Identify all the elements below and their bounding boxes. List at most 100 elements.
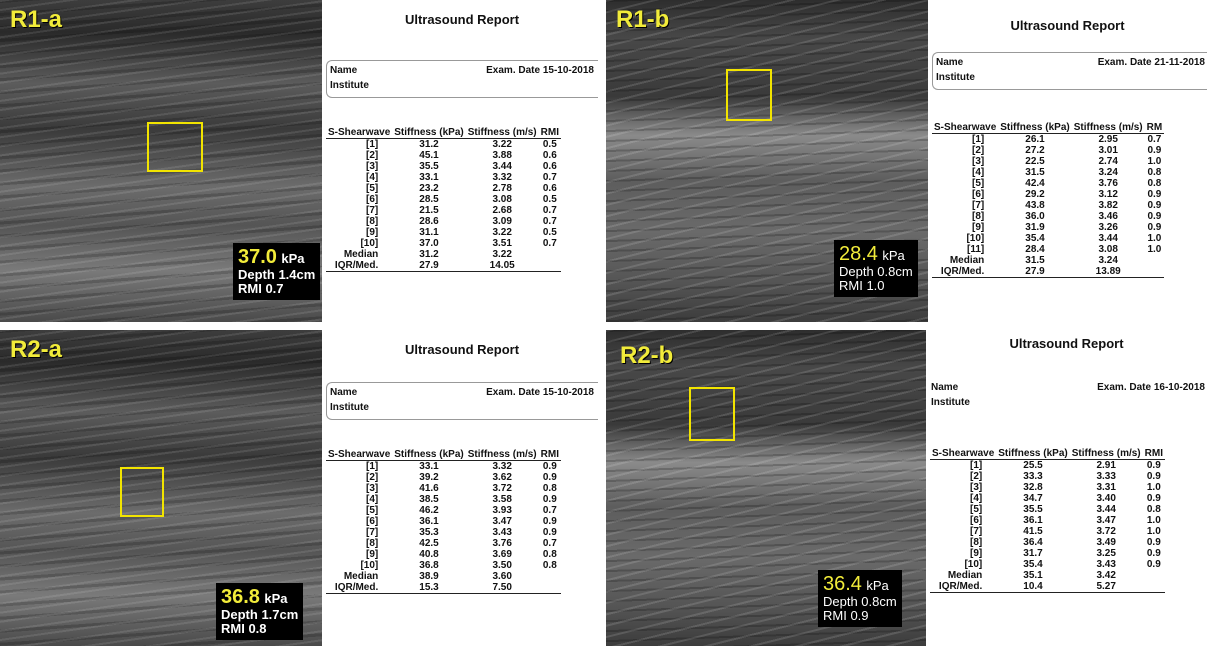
table-cell: 0.9 bbox=[542, 527, 557, 538]
row-label: Median bbox=[949, 255, 985, 266]
stiffness-table: S-Shearwave Stiffness (kPa) Stiffness (m/s… bbox=[930, 448, 1165, 593]
table-row: Median 31.5 3.24 bbox=[932, 255, 1164, 266]
table-cell: 38.5 bbox=[419, 494, 439, 505]
report-title: Ultrasound Report bbox=[404, 342, 520, 357]
table-cell: 0.5 bbox=[542, 139, 557, 150]
table-cell: 3.44 bbox=[492, 161, 512, 172]
stiffness-readout: 36.8 kPa Depth 1.7cm RMI 0.8 bbox=[216, 583, 304, 640]
table-cell: 1.0 bbox=[1146, 515, 1161, 526]
table-cell: 3.08 bbox=[492, 194, 512, 205]
table-cell: 3.44 bbox=[1098, 233, 1118, 244]
table-row: [2] 39.2 3.62 0.9 bbox=[326, 472, 561, 483]
table-cell: 28.6 bbox=[419, 216, 439, 227]
table-cell: 35.1 bbox=[1023, 570, 1043, 581]
row-label: [9] bbox=[970, 548, 983, 559]
table-cell: 2.91 bbox=[1096, 460, 1116, 471]
row-label: IQR/Med. bbox=[932, 266, 999, 278]
table-cell: 33.1 bbox=[419, 172, 439, 183]
rmi-text: RMI 0.7 bbox=[238, 281, 284, 297]
institute-label: Institute bbox=[330, 402, 369, 413]
table-row: IQR/Med. 27.9 14.05 bbox=[326, 260, 561, 272]
table-cell: 3.26 bbox=[1098, 222, 1118, 233]
table-cell: 41.6 bbox=[419, 483, 439, 494]
row-label: [10] bbox=[964, 559, 983, 570]
table-cell: 3.42 bbox=[1096, 570, 1116, 581]
table-cell: 31.5 bbox=[1025, 167, 1045, 178]
table-cell: 3.31 bbox=[1096, 482, 1116, 493]
table-row: [10] 37.0 3.51 0.7 bbox=[326, 238, 561, 249]
rmi-text: RMI 0.8 bbox=[221, 621, 267, 637]
stiffness-readout: 28.4 kPa Depth 0.8cm RMI 1.0 bbox=[834, 240, 918, 297]
table-cell: 38.9 bbox=[419, 571, 439, 582]
table-cell: 3.76 bbox=[492, 538, 512, 549]
row-label: [7] bbox=[970, 526, 983, 537]
table-cell: 35.3 bbox=[419, 527, 439, 538]
table-cell: 0.6 bbox=[542, 150, 557, 161]
institute-label: Institute bbox=[330, 80, 369, 91]
row-label: [4] bbox=[366, 494, 379, 505]
table-cell: 0.7 bbox=[542, 238, 557, 249]
panel-label: R2-a bbox=[10, 336, 63, 363]
column-header: S-Shearwave bbox=[930, 448, 997, 460]
ultrasound-report: Ultrasound Report Name Institute Exam. D… bbox=[322, 330, 602, 646]
table-cell: 0.5 bbox=[542, 227, 557, 238]
table-cell bbox=[1144, 266, 1165, 278]
stiffness-value: 37.0 bbox=[238, 246, 277, 268]
table-cell: 21.5 bbox=[419, 205, 439, 216]
table-cell: 0.9 bbox=[1146, 471, 1161, 482]
table-row: [10] 36.8 3.50 0.8 bbox=[326, 560, 561, 571]
table-row: [3] 22.5 2.74 1.0 bbox=[932, 156, 1164, 167]
rmi-text: RMI 1.0 bbox=[839, 278, 885, 294]
row-label: [8] bbox=[972, 211, 985, 222]
ultrasound-report: Ultrasound Report Name Institute Exam. D… bbox=[926, 330, 1207, 646]
table-cell: 10.4 bbox=[996, 581, 1070, 593]
table-cell: 3.60 bbox=[492, 571, 512, 582]
stiffness-value: 36.8 bbox=[221, 586, 260, 608]
table-cell: 3.25 bbox=[1096, 548, 1116, 559]
table-cell: 13.89 bbox=[1071, 266, 1145, 278]
table-cell: 0.9 bbox=[1146, 548, 1161, 559]
roi-box bbox=[120, 467, 164, 517]
panel-label: R1-a bbox=[10, 6, 63, 33]
table-row: [5] 46.2 3.93 0.7 bbox=[326, 505, 561, 516]
table-cell: 28.5 bbox=[419, 194, 439, 205]
table-cell: 3.08 bbox=[1098, 244, 1118, 255]
table-cell: 27.9 bbox=[392, 260, 466, 272]
table-cell: 25.5 bbox=[1023, 460, 1043, 471]
table-cell: 36.8 bbox=[419, 560, 439, 571]
table-cell: 3.46 bbox=[1098, 211, 1118, 222]
patient-info-box: Name Institute Exam. Date 16-10-2018 bbox=[928, 378, 1207, 414]
column-header: Stiffness (kPa) bbox=[392, 127, 466, 139]
table-cell: 0.9 bbox=[542, 494, 557, 505]
table-cell: 5.27 bbox=[1069, 581, 1143, 593]
table-row: [4] 33.1 3.32 0.7 bbox=[326, 172, 561, 183]
table-cell: 31.2 bbox=[419, 249, 439, 260]
column-header: Stiffness (kPa) bbox=[996, 448, 1070, 460]
exam-date: Exam. Date 15-10-2018 bbox=[486, 65, 594, 76]
stiffness-unit: kPa bbox=[866, 578, 889, 593]
table-cell: 35.4 bbox=[1023, 559, 1043, 570]
table-cell: 0.9 bbox=[1147, 189, 1162, 200]
table-cell: 3.47 bbox=[1096, 515, 1116, 526]
table-cell: 3.69 bbox=[492, 549, 512, 560]
table-cell: 0.6 bbox=[542, 161, 557, 172]
table-cell: 40.8 bbox=[419, 549, 439, 560]
stiffness-table: S-Shearwave Stiffness (kPa) Stiffness (m/s… bbox=[326, 127, 561, 272]
report-title: Ultrasound Report bbox=[1010, 18, 1125, 33]
table-cell: 1.0 bbox=[1147, 156, 1162, 167]
table-row: [1] 25.5 2.91 0.9 bbox=[930, 460, 1165, 472]
table-cell: 3.47 bbox=[492, 516, 512, 527]
table-cell: 0.9 bbox=[1146, 537, 1161, 548]
row-label: [9] bbox=[366, 549, 379, 560]
table-row: [4] 34.7 3.40 0.9 bbox=[930, 493, 1165, 504]
table-cell: 1.0 bbox=[1147, 233, 1162, 244]
table-row: [6] 36.1 3.47 0.9 bbox=[326, 516, 561, 527]
column-header: S-Shearwave bbox=[932, 122, 999, 134]
table-cell: 3.88 bbox=[492, 150, 512, 161]
table-cell: 37.0 bbox=[419, 238, 439, 249]
table-row: Median 35.1 3.42 bbox=[930, 570, 1165, 581]
table-cell: 0.8 bbox=[1147, 167, 1162, 178]
row-label: [2] bbox=[366, 150, 379, 161]
column-header: S-Shearwave bbox=[326, 449, 393, 461]
table-cell: 2.74 bbox=[1098, 156, 1118, 167]
